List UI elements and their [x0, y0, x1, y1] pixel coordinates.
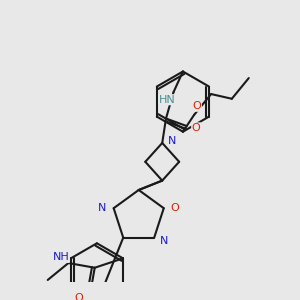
Text: O: O	[74, 293, 83, 300]
Text: N: N	[98, 203, 106, 213]
Text: NH: NH	[52, 252, 69, 262]
Text: N: N	[167, 136, 176, 146]
Text: N: N	[159, 236, 168, 246]
Text: O: O	[193, 101, 201, 111]
Text: O: O	[192, 123, 200, 133]
Text: HN: HN	[159, 95, 175, 105]
Text: O: O	[171, 203, 179, 213]
